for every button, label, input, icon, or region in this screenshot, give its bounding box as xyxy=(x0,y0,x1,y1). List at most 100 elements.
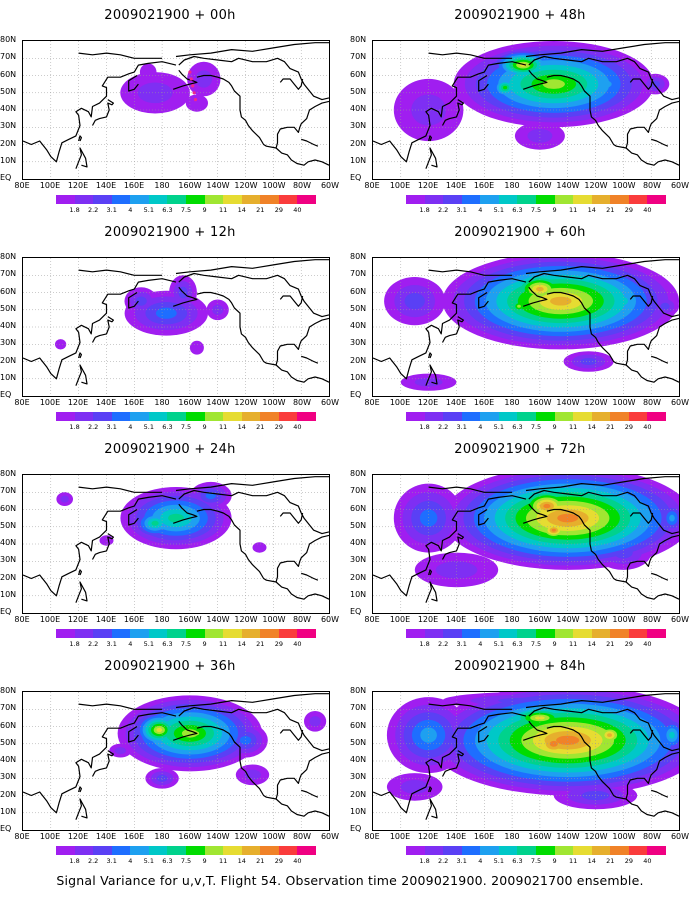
colorbar-label: 7.5 xyxy=(180,640,192,648)
variance-contour xyxy=(536,286,544,292)
lat-tick-label: 10N xyxy=(350,589,367,599)
lat-tick-label: 20N xyxy=(350,572,367,582)
colorbar-label: 29 xyxy=(624,206,633,214)
colorbar-swatch xyxy=(610,629,630,638)
colorbar-label: 11 xyxy=(569,857,578,865)
colorbar-swatch xyxy=(647,412,667,421)
panel-title: 2009021900 + 00h xyxy=(104,8,236,23)
lat-tick-label: 50N xyxy=(350,520,367,530)
colorbar-swatch xyxy=(628,412,648,421)
colorbar-label: 6.3 xyxy=(512,640,523,648)
colorbar-swatch xyxy=(406,846,426,855)
lat-tick-label: 60N xyxy=(0,286,17,296)
colorbar-swatch xyxy=(278,629,298,638)
lon-tick-label: 160W xyxy=(178,398,202,407)
lon-tick-label: 140E xyxy=(445,398,467,407)
colorbar-label: 9 xyxy=(202,206,207,214)
map-plot-area xyxy=(372,40,680,180)
colorbar-swatch xyxy=(443,846,463,855)
panel-title: 2009021900 + 84h xyxy=(454,659,586,674)
coastline xyxy=(23,42,329,169)
colorbar-swatch xyxy=(111,412,131,421)
lat-tick-label: EQ xyxy=(0,824,12,833)
colorbar-label: 14 xyxy=(237,206,246,214)
colorbar: 1.8 2.2 3.1 4 5.1 6.3 7.5 9 11 14 21 29 40 xyxy=(56,195,317,217)
colorbar: 1.8 2.2 3.1 4 5.1 6.3 7.5 9 11 14 21 29 40 xyxy=(56,629,317,651)
colorbar-label: 4 xyxy=(128,423,133,431)
lon-tick-labels: 80E 100E 120E 140E 160E 180 160W 140W 120W 100W 80… xyxy=(360,615,692,625)
colorbar-swatch xyxy=(56,846,76,855)
lon-tick-label: 80E xyxy=(14,615,30,624)
colorbar-label: 5.1 xyxy=(143,857,155,865)
colorbar-label: 2.2 xyxy=(437,857,449,865)
lon-tick-label: 140W xyxy=(206,181,230,190)
map-panel-72h: 2009021900 + 72h 80N 70N 60N 50N 40N 30N 20N 10N… xyxy=(350,434,700,651)
colorbar-swatch xyxy=(241,195,261,204)
colorbar-swatch xyxy=(130,846,150,855)
colorbar-swatch xyxy=(554,195,574,204)
lat-tick-label: 30N xyxy=(350,338,367,348)
coastline xyxy=(373,476,679,603)
lat-tick-label: EQ xyxy=(350,824,362,833)
lat-tick-label: 50N xyxy=(0,737,17,747)
colorbar-swatch xyxy=(241,846,261,855)
lon-tick-label: 160W xyxy=(178,832,202,841)
variance-contour xyxy=(551,528,556,532)
variance-contour xyxy=(580,358,597,365)
colorbar-swatch xyxy=(461,629,481,638)
colorbar-swatch xyxy=(591,195,611,204)
lat-tick-label: 80N xyxy=(0,35,17,44)
coastline xyxy=(373,259,679,386)
colorbar-swatch xyxy=(130,195,150,204)
colorbar-swatch xyxy=(93,846,113,855)
lon-tick-label: 80E xyxy=(14,398,30,407)
lat-tick-label: EQ xyxy=(0,390,12,399)
colorbar-label: 7.5 xyxy=(530,423,542,431)
colorbar-label: 5.1 xyxy=(143,423,155,431)
colorbar-label: 2.2 xyxy=(437,423,449,431)
colorbar-swatch xyxy=(536,846,556,855)
colorbar-label: 29 xyxy=(274,206,283,214)
variance-map xyxy=(373,475,679,613)
colorbar-swatch xyxy=(223,629,243,638)
lon-tick-label: 80W xyxy=(292,181,312,190)
lon-tick-label: 140W xyxy=(556,181,580,190)
lon-tick-label: 80W xyxy=(642,398,662,407)
colorbar-swatch xyxy=(573,629,593,638)
colorbar-label: 40 xyxy=(293,857,302,865)
variance-contours xyxy=(384,258,679,391)
map-plot-area xyxy=(22,691,330,831)
colorbar-swatch xyxy=(573,412,593,421)
colorbar-swatch xyxy=(241,629,261,638)
panel-grid: 2009021900 + 00h 80N 70N 60N 50N 40N 30N 20N 10N… xyxy=(0,8,700,868)
colorbar-label: 9 xyxy=(552,423,557,431)
colorbar-label: 2.2 xyxy=(437,206,449,214)
colorbar-label: 6.3 xyxy=(162,857,173,865)
variance-contour xyxy=(543,503,551,509)
lat-tick-label: 80N xyxy=(0,469,17,478)
colorbar-label: 14 xyxy=(587,857,596,865)
colorbar-swatch xyxy=(56,195,76,204)
variance-contour xyxy=(55,339,67,350)
lat-tick-label: 20N xyxy=(0,138,17,148)
lat-tick-label: 60N xyxy=(350,286,367,296)
colorbar-label: 21 xyxy=(606,206,615,214)
variance-map xyxy=(23,258,329,396)
lon-tick-label: 160E xyxy=(123,832,145,841)
lon-tick-label: 140W xyxy=(206,615,230,624)
lat-tick-label: 20N xyxy=(0,572,17,582)
colorbar-swatch xyxy=(186,846,206,855)
colorbar: 1.8 2.2 3.1 4 5.1 6.3 7.5 9 11 14 21 29 40 xyxy=(56,846,317,868)
variance-contour xyxy=(419,509,438,527)
lat-tick-label: 40N xyxy=(0,321,17,330)
colorbar-swatch xyxy=(204,412,224,421)
colorbar-label: 3.1 xyxy=(456,640,467,648)
colorbar-label: 4 xyxy=(128,206,133,214)
colorbar-swatch xyxy=(167,195,187,204)
flight-track-point xyxy=(191,84,195,88)
lon-tick-label: 100E xyxy=(389,181,411,190)
map-panel-12h: 2009021900 + 12h 80N 70N 60N 50N 40N 30N 20N 10N… xyxy=(0,217,350,434)
lon-tick-label: 80W xyxy=(642,832,662,841)
lon-tick-label: 160W xyxy=(528,615,552,624)
lat-tick-label: EQ xyxy=(350,390,362,399)
